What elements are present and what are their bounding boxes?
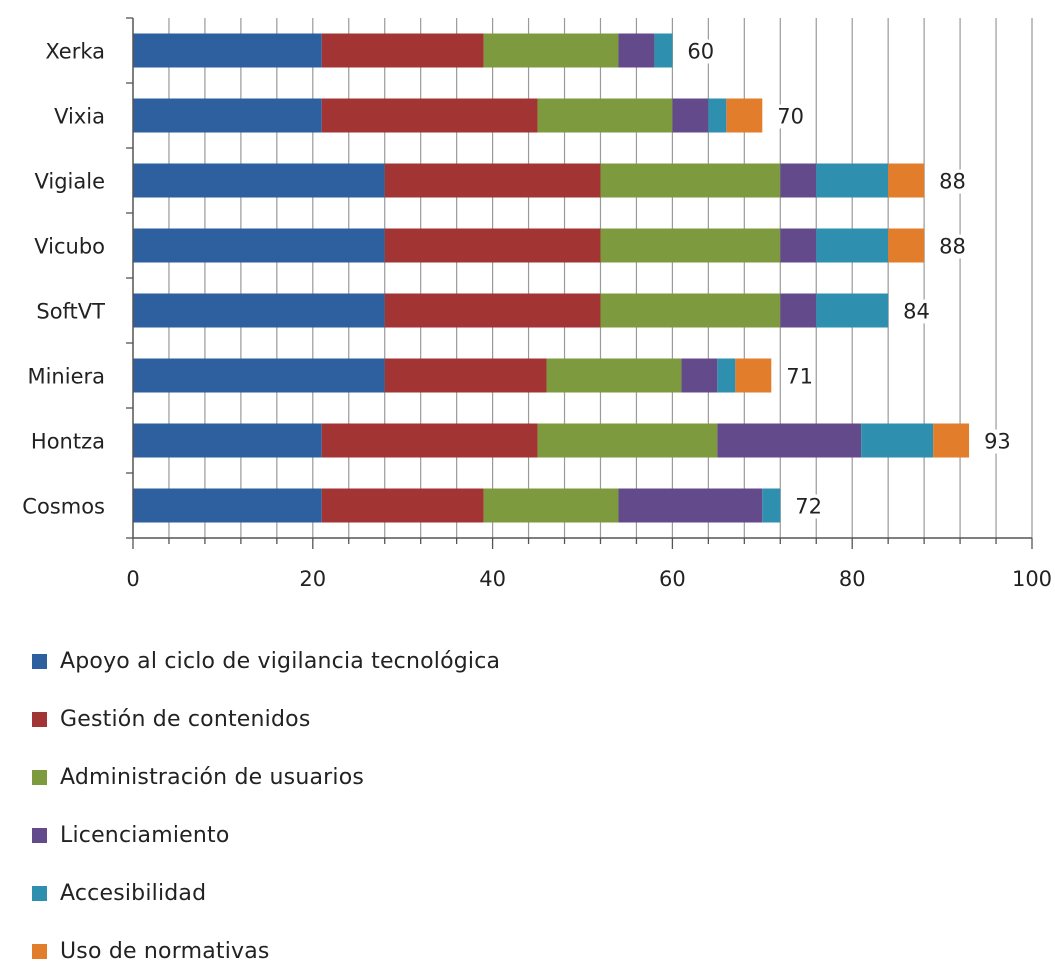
category-label: Miniera [27, 365, 105, 389]
bar-segment [133, 294, 385, 328]
bar-segment [726, 99, 762, 133]
bar-segment [484, 34, 619, 68]
bar-segment [322, 34, 484, 68]
bar-segment [538, 99, 673, 133]
bar-segment [385, 229, 601, 263]
axes [126, 18, 1032, 549]
category-label: Vigiale [34, 170, 105, 194]
bar-segment [618, 34, 654, 68]
category-label: Vicubo [34, 235, 105, 259]
bar-segment [717, 359, 735, 393]
total-label: 93 [984, 430, 1011, 454]
legend-label: Accesibilidad [60, 881, 206, 906]
bar-segment [133, 424, 322, 458]
gridlines [169, 18, 1032, 538]
bar-segment [762, 489, 780, 523]
bar-segment [538, 424, 718, 458]
x-tick-label: 40 [479, 567, 506, 591]
bar-segment [861, 424, 933, 458]
bar-segment [385, 294, 601, 328]
category-label: Xerka [45, 40, 105, 64]
bar-segment [618, 489, 762, 523]
bar-segment [717, 424, 861, 458]
bar-segment [780, 164, 816, 198]
legend-label: Apoyo al ciclo de vigilancia tecnológica [60, 649, 500, 674]
x-tick-label: 100 [1012, 567, 1052, 591]
bar-segment [816, 229, 888, 263]
total-label: 88 [939, 170, 966, 194]
bars [133, 34, 969, 523]
bar-segment [600, 164, 780, 198]
legend-label: Uso de normativas [60, 939, 270, 964]
x-tick-label: 80 [839, 567, 866, 591]
bar-segment [600, 294, 780, 328]
legend-swatch [32, 886, 47, 901]
bar-segment [600, 229, 780, 263]
bar-segment [780, 294, 816, 328]
bar-segment [385, 359, 547, 393]
bar-segment [133, 489, 322, 523]
legend-item: Accesibilidad [32, 864, 500, 922]
stacked-bar-chart: Xerka 60 Vixia 70 Vigiale 88 Vicubo 88 SoftVT 84 M… [0, 0, 1055, 610]
bar-segment [816, 164, 888, 198]
bar-segment [133, 164, 385, 198]
legend-item: Uso de normativas [32, 922, 500, 980]
bar-segment [547, 359, 682, 393]
x-tick-label: 60 [659, 567, 686, 591]
x-tick-label: 0 [126, 567, 139, 591]
total-label: 84 [903, 300, 930, 324]
bar-segment [888, 229, 924, 263]
total-label: 71 [786, 365, 813, 389]
legend-item: Administración de usuarios [32, 748, 500, 806]
x-tick-label: 20 [299, 567, 326, 591]
category-label: Vixia [54, 105, 105, 129]
total-label: 88 [939, 235, 966, 259]
bar-segment [708, 99, 726, 133]
total-label: 72 [795, 495, 822, 519]
category-label: Cosmos [22, 495, 105, 519]
legend: Apoyo al ciclo de vigilancia tecnológica… [32, 632, 500, 980]
bar-segment [933, 424, 969, 458]
legend-swatch [32, 770, 47, 785]
bar-segment [654, 34, 672, 68]
legend-swatch [32, 654, 47, 669]
bar-segment [322, 99, 538, 133]
bar-segment [816, 294, 888, 328]
bar-segment [133, 99, 322, 133]
legend-label: Licenciamiento [60, 823, 230, 848]
bar-segment [322, 424, 538, 458]
legend-swatch [32, 828, 47, 843]
bar-segment [484, 489, 619, 523]
total-label: 60 [687, 40, 714, 64]
category-label: Hontza [31, 430, 105, 454]
bar-segment [780, 229, 816, 263]
legend-item: Licenciamiento [32, 806, 500, 864]
legend-item: Gestión de contenidos [32, 690, 500, 748]
legend-label: Administración de usuarios [60, 765, 364, 790]
total-label: 70 [777, 105, 804, 129]
bar-segment [888, 164, 924, 198]
bar-segment [133, 359, 385, 393]
bar-segment [133, 229, 385, 263]
category-label: SoftVT [36, 300, 105, 324]
bar-segment [322, 489, 484, 523]
bar-segment [133, 34, 322, 68]
bar-segment [385, 164, 601, 198]
legend-swatch [32, 712, 47, 727]
legend-item: Apoyo al ciclo de vigilancia tecnológica [32, 632, 500, 690]
bar-segment [681, 359, 717, 393]
bar-segment [735, 359, 771, 393]
legend-swatch [32, 944, 47, 959]
bar-segment [672, 99, 708, 133]
legend-label: Gestión de contenidos [60, 707, 310, 732]
